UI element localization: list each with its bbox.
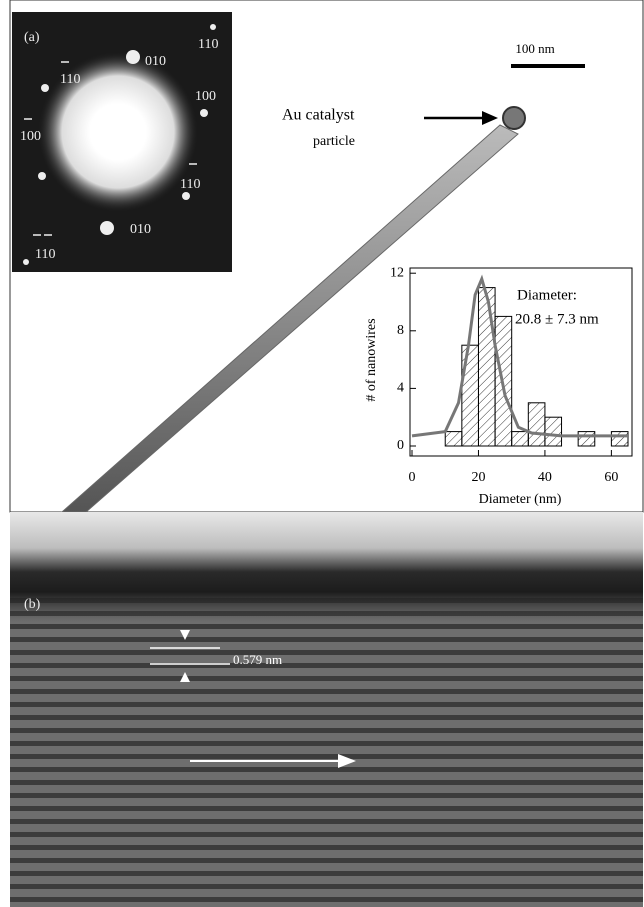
spot-label: 010 bbox=[130, 222, 151, 237]
bar bbox=[610, 431, 629, 447]
x-tick-label: 40 bbox=[538, 470, 552, 485]
annotation: Au catalyst bbox=[282, 107, 355, 124]
arrow-head bbox=[338, 754, 356, 768]
spacing-label: 0.579 nm bbox=[233, 652, 282, 667]
bar bbox=[544, 416, 563, 447]
plot-frame bbox=[409, 267, 633, 457]
annotation: Diameter: bbox=[517, 287, 577, 303]
y-tick-label: 12 bbox=[390, 265, 404, 280]
bar bbox=[477, 287, 496, 447]
annotation: 20.8 ± 7.3 nm bbox=[515, 311, 599, 327]
spot-label: 010 bbox=[145, 54, 166, 69]
arrow-head bbox=[180, 630, 190, 640]
x-axis-label: Diameter (nm) bbox=[479, 492, 562, 507]
spot-label: 110 bbox=[60, 72, 80, 87]
bar bbox=[527, 402, 546, 447]
annotation: particle bbox=[313, 134, 355, 149]
scale-bar-label: 100 nm bbox=[515, 41, 554, 56]
y-tick-label: 0 bbox=[397, 438, 404, 453]
surface bbox=[10, 512, 643, 712]
y-tick-label: 4 bbox=[397, 381, 404, 396]
y-tick-label: 8 bbox=[397, 323, 404, 338]
y-axis-label: # of nanowires bbox=[364, 318, 379, 401]
spot-label: 110 bbox=[35, 247, 55, 262]
spot-label: 110 bbox=[180, 177, 200, 192]
spot-label: 100 bbox=[20, 129, 41, 144]
bar bbox=[444, 431, 463, 447]
arrow-head bbox=[482, 111, 498, 125]
catalyst-particle bbox=[502, 106, 526, 130]
x-tick-label: 20 bbox=[471, 470, 485, 485]
bar bbox=[461, 344, 479, 447]
x-tick-label: 0 bbox=[409, 470, 416, 485]
bar bbox=[511, 431, 529, 447]
x-tick-label: 60 bbox=[604, 470, 618, 485]
spot-label: 110 bbox=[198, 37, 218, 52]
spot-label: 100 bbox=[195, 89, 216, 104]
overbars bbox=[24, 61, 197, 236]
diffraction-spots bbox=[23, 24, 216, 265]
central-beam bbox=[38, 52, 198, 212]
panel-label: (a) bbox=[24, 30, 40, 45]
panel-label: (b) bbox=[24, 597, 41, 612]
bar bbox=[577, 431, 596, 447]
spacing-marker bbox=[150, 647, 230, 665]
arrow-head bbox=[180, 672, 190, 682]
fit-curve bbox=[411, 274, 628, 438]
